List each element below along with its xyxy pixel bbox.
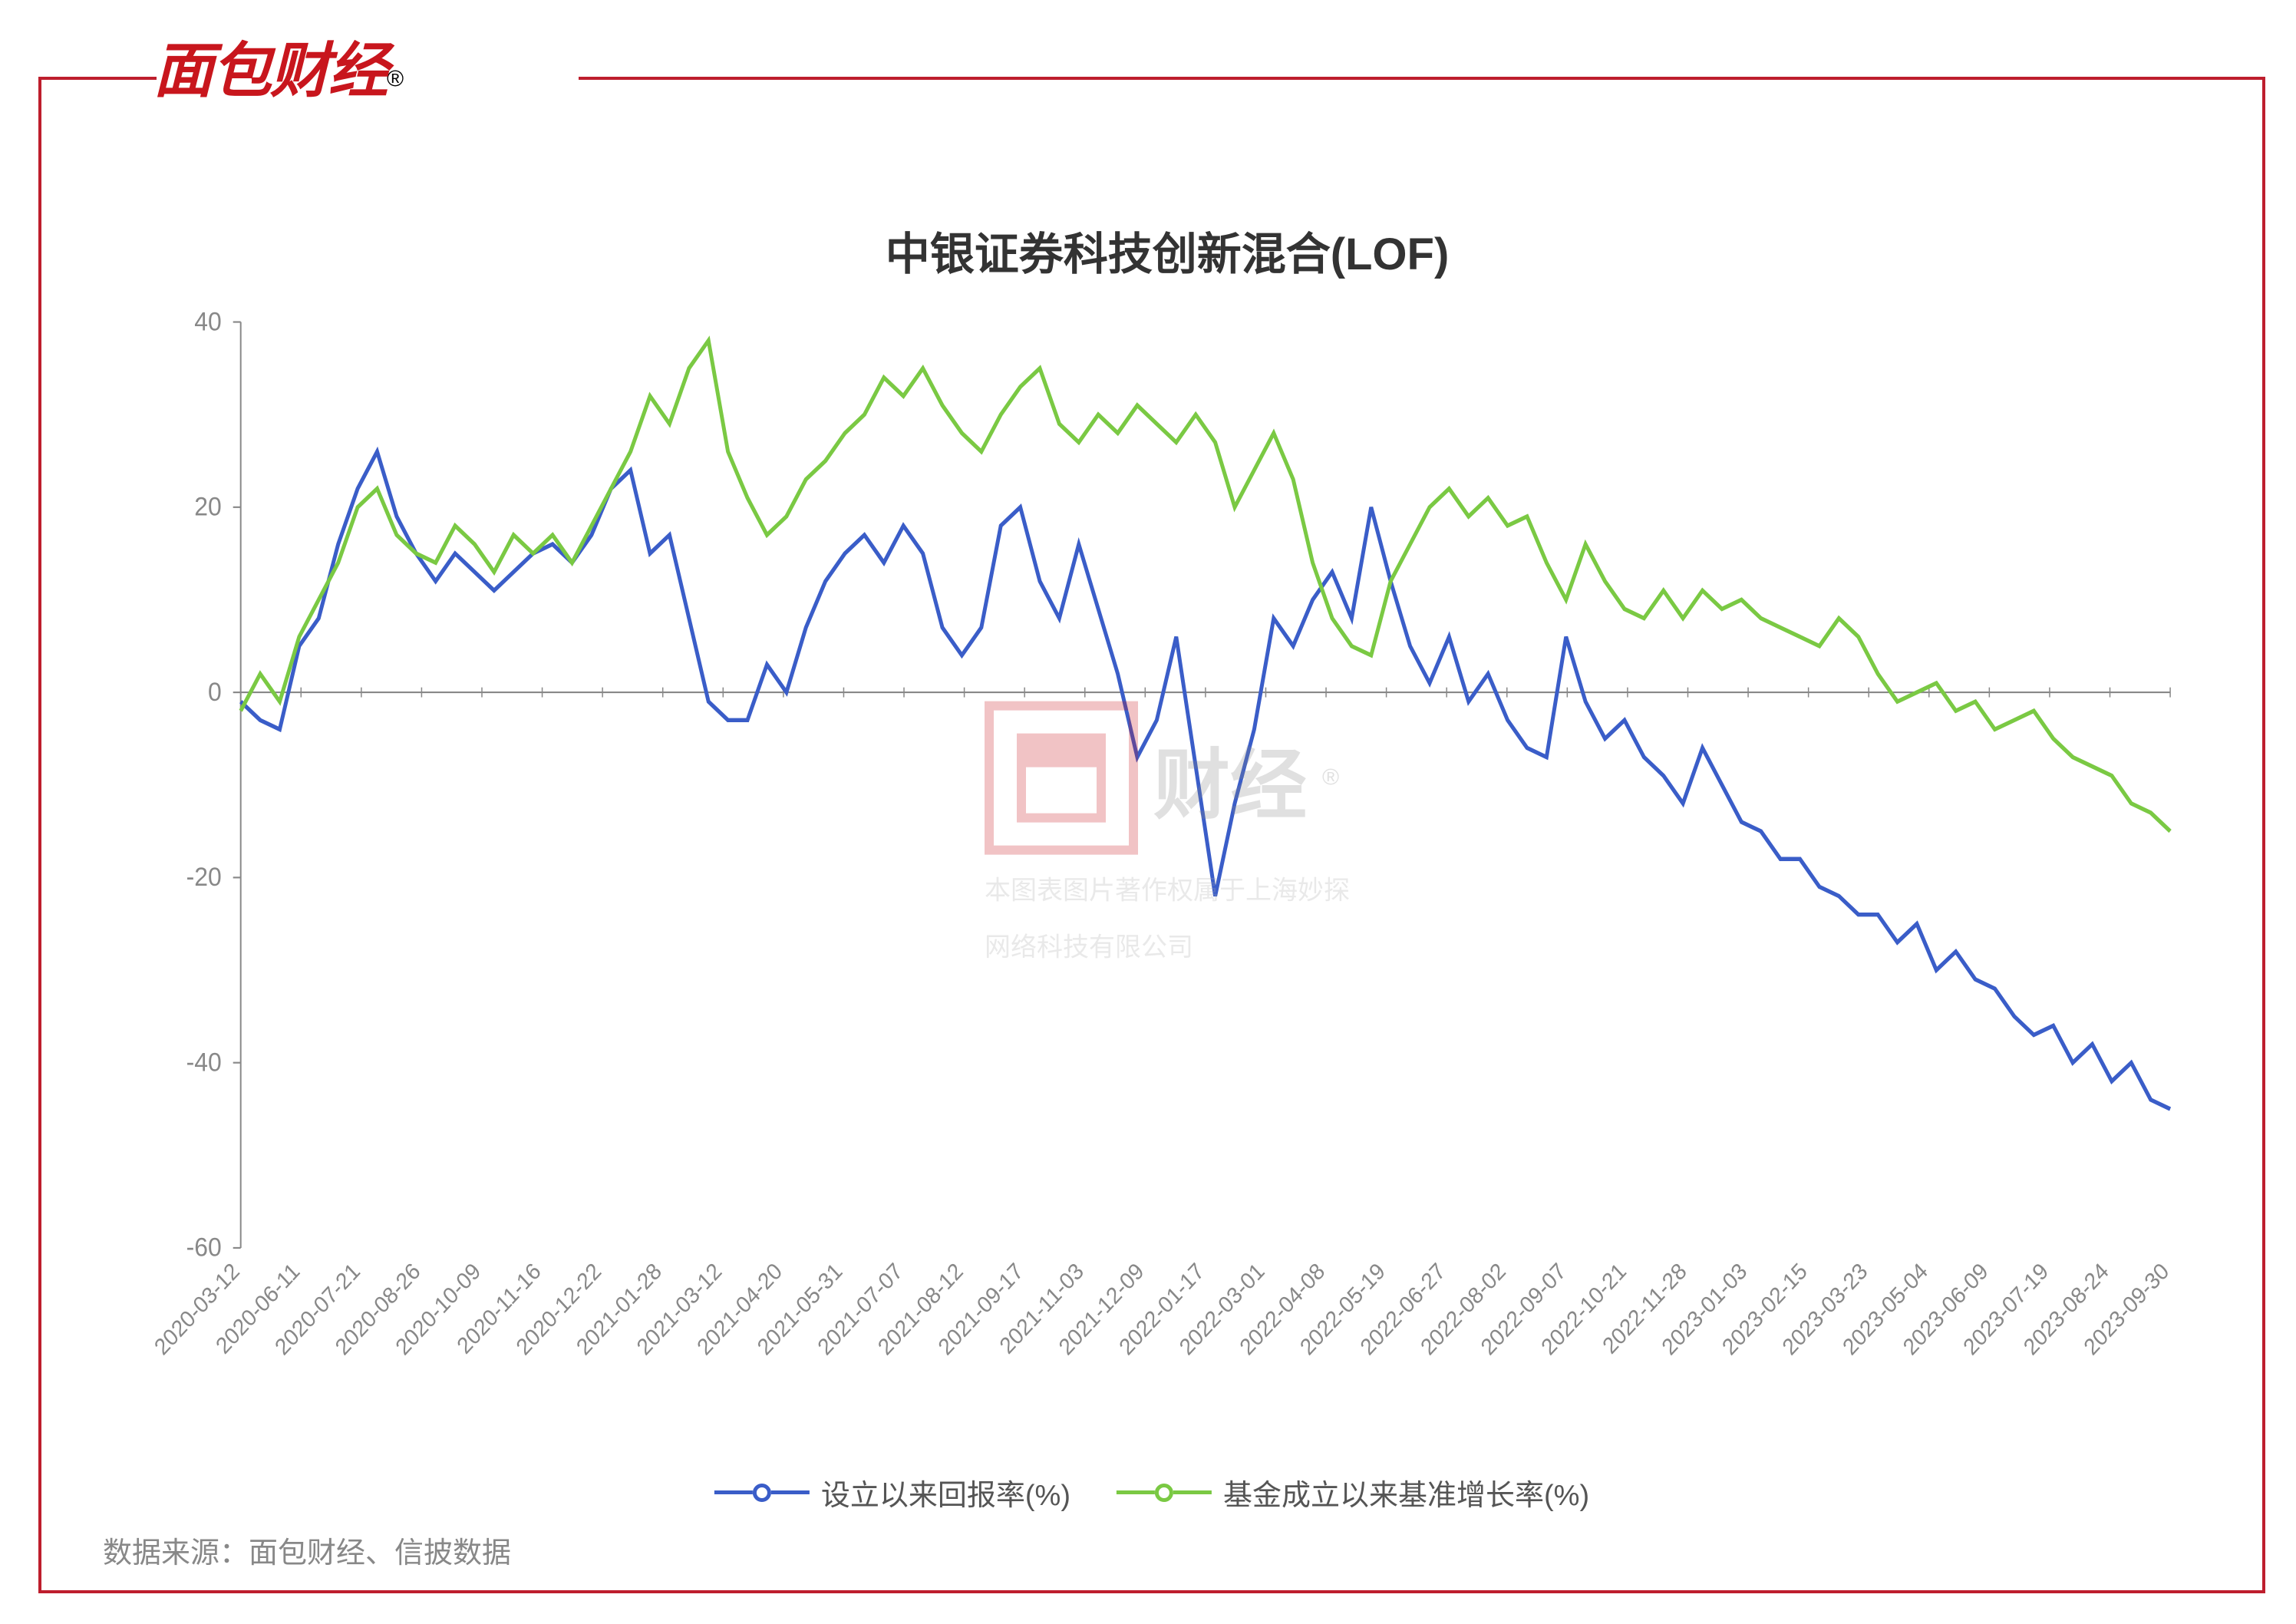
watermark-text: 财经 (1153, 722, 1307, 833)
y-tick-label: 40 (194, 307, 222, 336)
legend-marker (714, 1484, 810, 1502)
registered-mark: ® (387, 67, 404, 92)
legend-item: 基金成立以来基准增长率(%) (1117, 1471, 1589, 1513)
watermark-caption-2: 网络科技有限公司 (985, 927, 1350, 969)
logo-text: 面包财经 (153, 37, 387, 104)
chart-container: 中银证券科技创新混合(LOF) 财经 ® 本图表图片著作权属于上海妙探 网络科技有… (134, 218, 2201, 1452)
legend-label: 设立以来回报率(%) (821, 1471, 1070, 1513)
legend-marker (1117, 1484, 1212, 1502)
y-tick-label: 0 (208, 678, 222, 707)
watermark-caption-1: 本图表图片著作权属于上海妙探 (985, 870, 1350, 912)
legend-label: 基金成立以来基准增长率(%) (1223, 1471, 1589, 1513)
legend-item: 设立以来回报率(%) (714, 1471, 1070, 1513)
y-tick-label: -60 (186, 1233, 222, 1263)
data-source: 数据来源：面包财经、信披数据 (103, 1529, 511, 1571)
y-tick-label: -20 (186, 863, 222, 892)
chart-legend: 设立以来回报率(%) 基金成立以来基准增长率(%) (714, 1471, 1589, 1513)
watermark-registered: ® (1322, 765, 1339, 791)
y-tick-label: 20 (194, 493, 222, 522)
chart-title: 中银证券科技创新混合(LOF) (134, 218, 2201, 282)
y-tick-label: -40 (186, 1048, 222, 1077)
watermark: 财经 ® 本图表图片著作权属于上海妙探 网络科技有限公司 (985, 701, 1350, 969)
brand-logo: 面包财经® (153, 23, 404, 109)
watermark-icon (985, 701, 1138, 855)
watermark-logo: 财经 ® (985, 701, 1350, 855)
chart-frame: 中银证券科技创新混合(LOF) 财经 ® 本图表图片著作权属于上海妙探 网络科技有… (38, 77, 2265, 1593)
